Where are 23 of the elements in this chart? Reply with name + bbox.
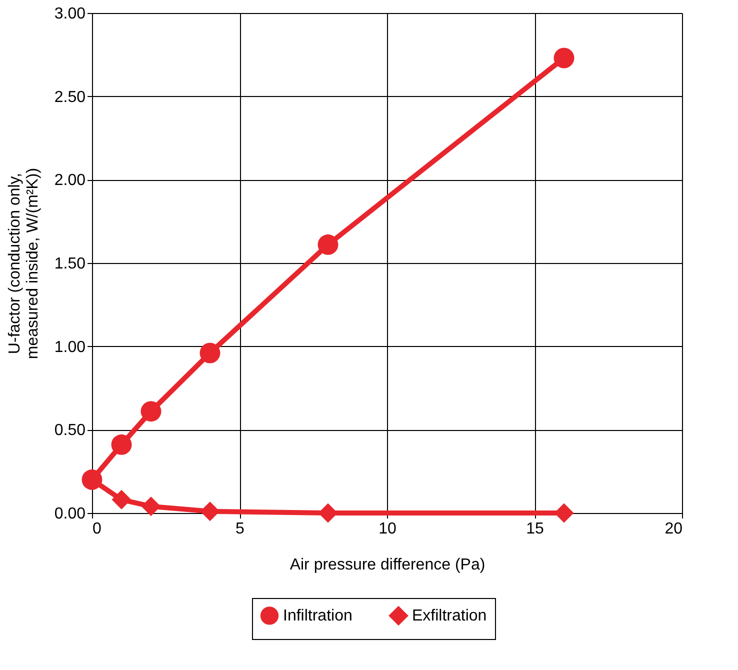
y-axis-title: U-factor (conduction only, measured inside, W/(m²K)) [6,168,42,360]
y-tick-label: 1.50 [54,256,86,272]
y-tick-label: 1.00 [54,338,86,356]
x-tick-label: 20 [664,520,683,538]
y-tick-label: 0.50 [54,422,86,440]
point [554,48,574,68]
point [318,234,338,255]
x-tick-label: 0 [92,520,102,538]
x-axis-title: Air pressure difference (Pa) [290,556,486,574]
point [141,496,161,516]
legend-label: Infiltration [283,608,352,625]
point [200,342,220,364]
point [111,434,132,455]
point [140,401,162,422]
legend-label: Exfiltration [412,608,487,625]
y-tick-label: 3.00 [54,6,86,22]
y-tick-label: 0.00 [54,506,86,522]
x-tick-label: 5 [236,520,245,538]
x-tick-label: 10 [378,520,396,538]
point [112,490,132,510]
y-tick-label: 2.00 [54,172,86,190]
x-tick-label: 15 [526,520,544,538]
y-tick-label: 2.50 [54,88,86,106]
